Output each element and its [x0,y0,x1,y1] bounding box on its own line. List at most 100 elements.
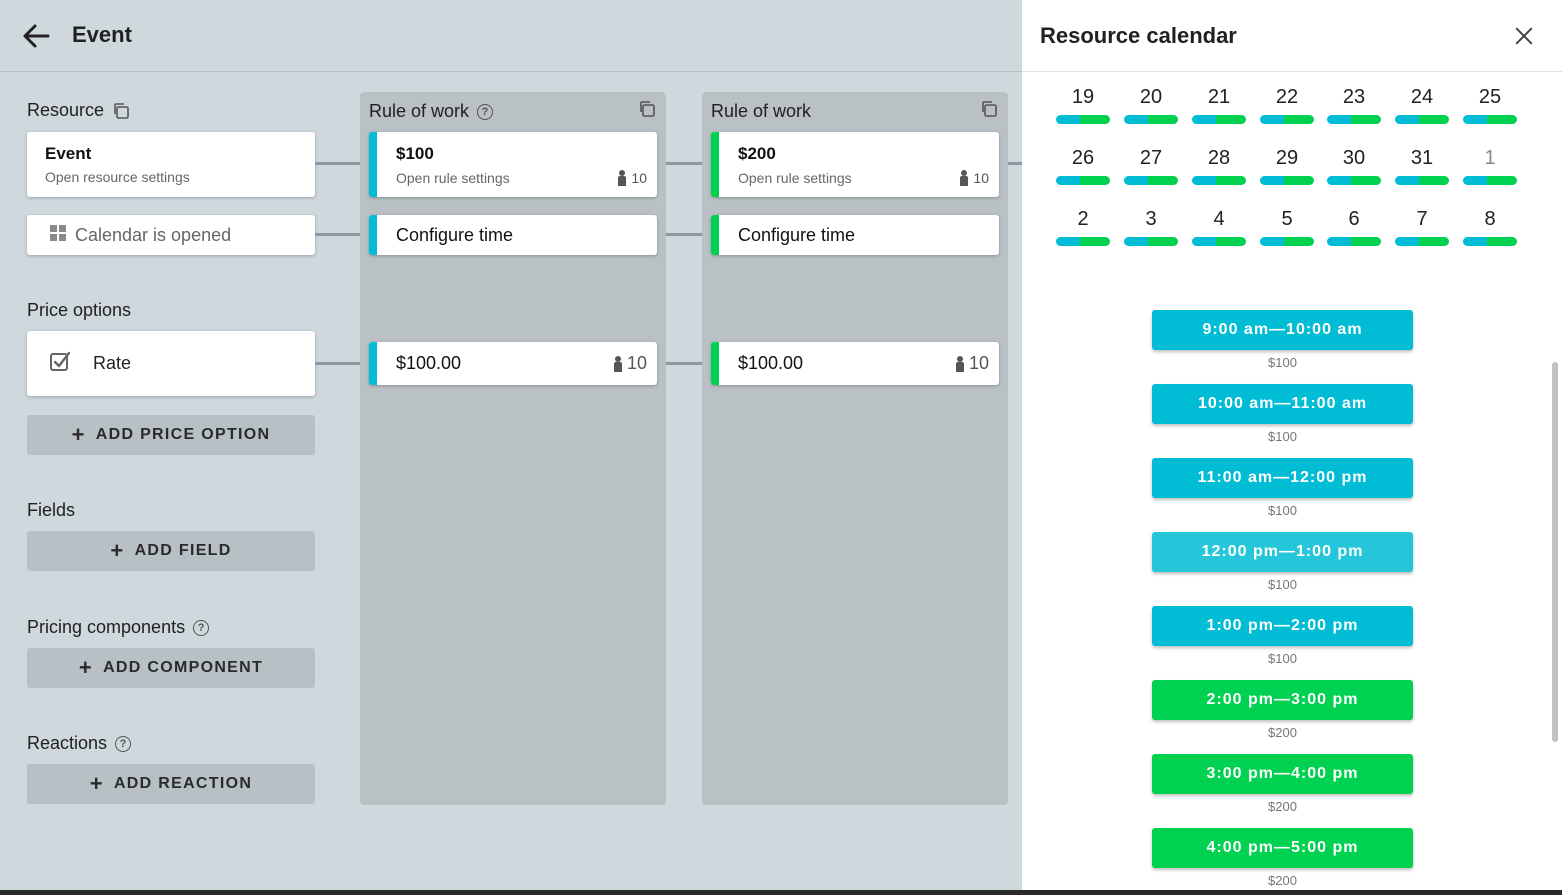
calendar-day-number: 19 [1071,86,1095,108]
availability-bar [1192,237,1246,246]
calendar-day-number: 7 [1416,208,1428,230]
add-price-option-button[interactable]: + ADD PRICE OPTION [27,415,315,455]
calendar-day-number: 21 [1207,86,1231,108]
add-reaction-label: ADD REACTION [113,775,253,792]
calendar-day[interactable]: 6 [1327,208,1381,246]
rule-capacity-count: 10 [631,170,647,186]
add-field-button[interactable]: + ADD FIELD [27,531,315,571]
price-option-count: 10 [626,353,647,373]
calendar-day-number: 31 [1410,147,1434,169]
panel-title: Resource calendar [1040,23,1237,48]
calendar-day[interactable]: 30 [1327,147,1381,185]
calendar-day[interactable]: 19 [1056,86,1110,124]
plus-icon: + [110,538,125,563]
rule-card-content: $200 Open rule settings 10 [738,132,989,197]
time-slot-price: $100 [1268,651,1297,666]
add-component-button[interactable]: + ADD COMPONENT [27,648,315,688]
time-slot-button[interactable]: 11:00 am—12:00 pm [1152,458,1413,498]
calendar-day[interactable]: 8 [1463,208,1517,246]
calendar-day[interactable]: 24 [1395,86,1449,124]
rule-card[interactable]: $200 Open rule settings 10 [711,132,999,197]
back-arrow-icon[interactable] [20,22,52,50]
price-option-card[interactable]: $100.00 10 [711,342,999,385]
calendar-day[interactable]: 1 [1463,147,1517,185]
checkbox-icon[interactable] [49,350,71,377]
time-slot: 10:00 am—11:00 am $100 [1152,384,1413,444]
time-slot-price: $200 [1268,725,1297,740]
resource-card-subtitle: Open resource settings [45,169,190,185]
calendar-day[interactable]: 5 [1260,208,1314,246]
copy-icon[interactable] [980,100,998,123]
rule-capacity: 10 [959,170,989,186]
time-slot: 4:00 pm—5:00 pm $200 [1152,828,1413,888]
calendar-day[interactable]: 25 [1463,86,1517,124]
configure-time-label: Configure time [738,224,856,245]
time-slot-price: $200 [1268,799,1297,814]
calendar-day[interactable]: 28 [1192,147,1246,185]
copy-icon[interactable] [638,100,656,123]
scrollbar[interactable] [1552,362,1558,742]
time-slot: 12:00 pm—1:00 pm $100 [1152,532,1413,592]
copy-icon[interactable] [112,102,130,120]
time-slot-button[interactable]: 10:00 am—11:00 am [1152,384,1413,424]
rule-price: $200 [738,144,776,163]
time-slot-button[interactable]: 2:00 pm—3:00 pm [1152,680,1413,720]
connector-line [657,233,711,236]
availability-bar [1124,115,1178,124]
configure-time-card[interactable]: Configure time [369,215,657,255]
rule-accent-bar [369,132,377,197]
time-slot-button[interactable]: 9:00 am—10:00 am [1152,310,1413,350]
calendar-day[interactable]: 27 [1124,147,1178,185]
configure-time-card[interactable]: Configure time [711,215,999,255]
calendar-day[interactable]: 2 [1056,208,1110,246]
calendar-day[interactable]: 21 [1192,86,1246,124]
price-option-capacity: 10 [955,353,989,374]
availability-bar [1395,237,1449,246]
calendar-day-number: 26 [1071,147,1095,169]
connector-line [315,233,369,236]
price-options-label: Price options [27,300,132,320]
rule-column-title: Rule of work [711,101,812,121]
time-slot-button[interactable]: 12:00 pm—1:00 pm [1152,532,1413,572]
calendar-day[interactable]: 3 [1124,208,1178,246]
rate-card[interactable]: Rate [27,331,315,396]
calendar-day[interactable]: 22 [1260,86,1314,124]
resource-card[interactable]: Event Open resource settings [27,132,315,197]
availability-bar [1327,176,1381,185]
reactions-section-label: Reactions ? [27,733,132,754]
rule-accent-bar [369,215,377,255]
close-icon[interactable] [1512,24,1536,48]
rule-column-header: Rule of work [711,101,811,122]
panel-header: Resource calendar [1022,0,1562,72]
time-slot-button[interactable]: 3:00 pm—4:00 pm [1152,754,1413,794]
rule-accent-bar [711,215,719,255]
calendar-day[interactable]: 20 [1124,86,1178,124]
rule-card[interactable]: $100 Open rule settings 10 [369,132,657,197]
time-slot: 9:00 am—10:00 am $100 [1152,310,1413,370]
availability-bar [1395,115,1449,124]
rule-accent-bar [711,132,719,197]
calendar-day[interactable]: 7 [1395,208,1449,246]
reactions-label: Reactions [27,733,108,753]
calendar-opened-card[interactable]: Calendar is opened [27,215,315,255]
help-icon[interactable]: ? [115,735,132,752]
help-icon[interactable]: ? [477,103,494,120]
time-slot-button[interactable]: 4:00 pm—5:00 pm [1152,828,1413,868]
price-option-card[interactable]: $100.00 10 [369,342,657,385]
connector-line [315,362,369,365]
calendar-day[interactable]: 23 [1327,86,1381,124]
calendar-day[interactable]: 29 [1260,147,1314,185]
calendar-day[interactable]: 4 [1192,208,1246,246]
help-icon[interactable]: ? [193,619,210,636]
calendar-day-number: 2 [1077,208,1089,230]
calendar-day[interactable]: 31 [1395,147,1449,185]
availability-bar [1260,176,1314,185]
rate-label: Rate [93,353,132,373]
configure-time-label: Configure time [396,224,514,245]
time-slot-button[interactable]: 1:00 pm—2:00 pm [1152,606,1413,646]
availability-bar [1463,176,1517,185]
calendar-day[interactable]: 26 [1056,147,1110,185]
calendar-day-number: 25 [1478,86,1502,108]
add-reaction-button[interactable]: + ADD REACTION [27,764,315,804]
time-slot-price: $100 [1268,429,1297,444]
